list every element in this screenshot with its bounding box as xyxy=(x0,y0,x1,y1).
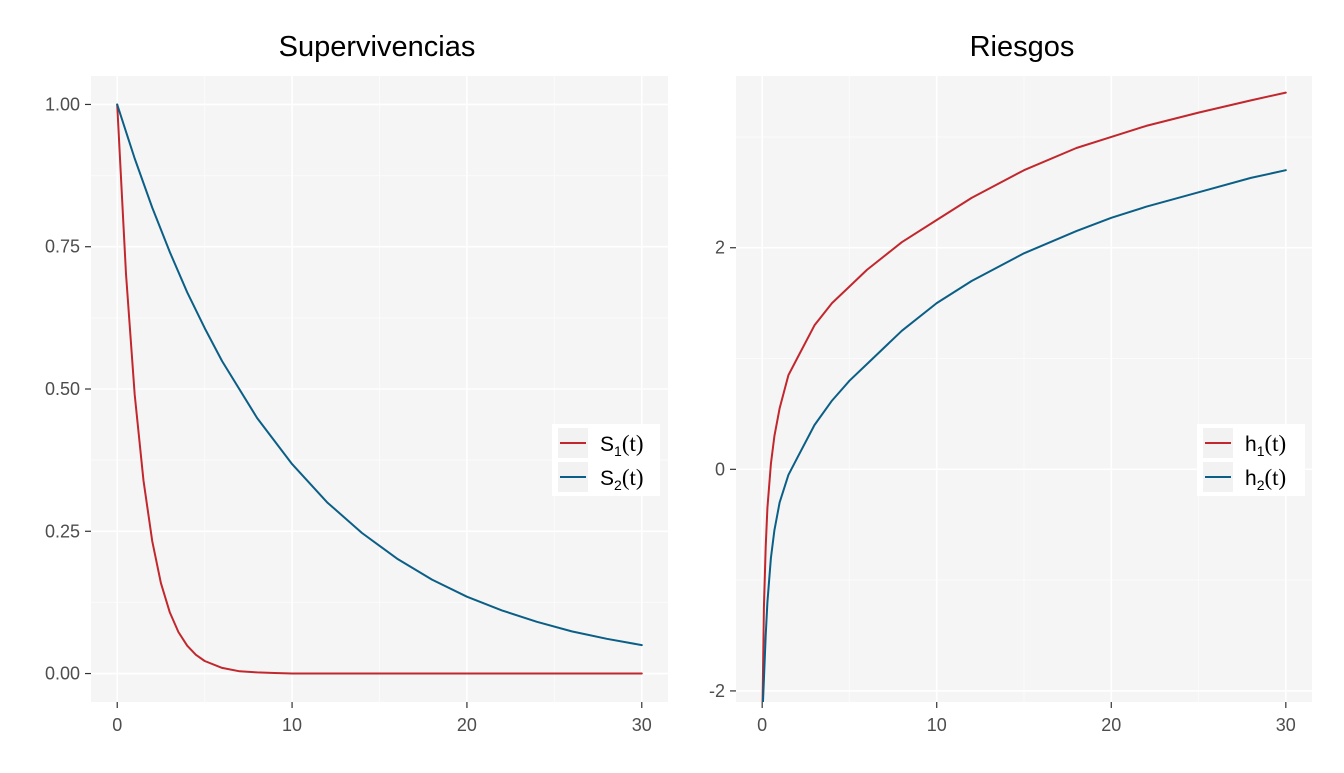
x-tick-label: 10 xyxy=(282,715,302,735)
series-line-s2t xyxy=(116,103,643,647)
x-tick-label: 20 xyxy=(1101,715,1121,735)
legend-label: h1(t) xyxy=(1245,431,1286,459)
y-tick-label: -2 xyxy=(709,681,725,701)
y-tick-label: 1.00 xyxy=(45,94,80,114)
y-tick-label: 2 xyxy=(715,238,725,258)
y-tick-label: 0 xyxy=(715,459,725,479)
legend: S1(t) S2(t) xyxy=(552,424,660,496)
x-tick-label: 20 xyxy=(457,715,477,735)
series-line-h2t xyxy=(761,169,1287,702)
x-tick-label: 30 xyxy=(632,715,652,735)
legend-label: h2(t) xyxy=(1245,465,1286,493)
x-tick-label: 0 xyxy=(757,715,767,735)
legend: h1(t) h2(t) xyxy=(1197,424,1305,496)
y-tick-label: 0.00 xyxy=(45,664,80,684)
chart-title: Supervivencias xyxy=(279,31,476,63)
x-tick-label: 30 xyxy=(1276,715,1296,735)
y-tick-label: 0.75 xyxy=(45,237,80,257)
legend-label: S1(t) xyxy=(600,431,644,459)
chart-title: Riesgos xyxy=(970,31,1075,63)
y-tick-label: 0.50 xyxy=(45,379,80,399)
chart-panel-1: 0 10 20 30 0.00 0.25 0.50 0.75 1.00 Supervivencia… xyxy=(45,31,668,735)
x-tick-label: 10 xyxy=(927,715,947,735)
y-tick-label: 0.25 xyxy=(45,521,80,541)
x-tick-label: 0 xyxy=(112,715,122,735)
chart-panel-2: 0 10 20 30 -2 0 2 Riesgos h1(t) h2(t) xyxy=(709,31,1312,735)
series-line-s1t xyxy=(116,103,643,675)
legend-label: S2(t) xyxy=(600,465,644,493)
series-line-h1t xyxy=(761,91,1287,702)
